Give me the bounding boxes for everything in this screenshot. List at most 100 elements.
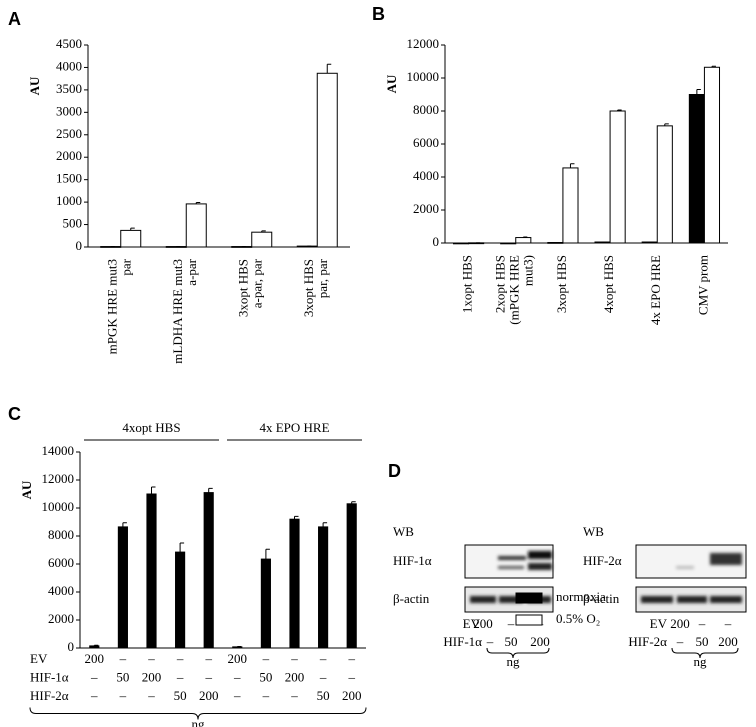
row-value: – — [347, 669, 355, 684]
row-value: – — [147, 651, 155, 666]
y-tick-label: 4000 — [48, 583, 74, 598]
brace — [486, 647, 550, 659]
x-tick-label: 4xopt HBS — [601, 255, 616, 313]
x-tick-label: mPGK HRE mut3 — [105, 259, 120, 354]
blot-label: WB — [393, 524, 414, 539]
row-value: – — [119, 688, 127, 703]
treatment-label: EV — [650, 616, 668, 631]
group-label: 4xopt HBS — [122, 420, 180, 435]
row-value: – — [262, 651, 270, 666]
row-value: – — [347, 651, 355, 666]
bar — [117, 526, 128, 649]
error-bar — [569, 163, 575, 168]
x-tick-label: a-par — [184, 258, 199, 285]
row-value: 50 — [116, 669, 129, 684]
row-value: 200 — [285, 669, 305, 684]
row-label: EV — [30, 651, 48, 666]
y-tick-label: 0 — [68, 639, 75, 654]
y-tick-label: 4000 — [56, 58, 82, 73]
y-tick-label: 2000 — [413, 201, 439, 216]
treatment-value: 200 — [670, 616, 690, 631]
y-tick-label: 6000 — [413, 135, 439, 150]
x-tick-label: 1xopt HBS — [460, 255, 475, 313]
row-label: HIF-2α — [30, 688, 69, 703]
row-value: – — [204, 669, 212, 684]
x-tick-label: mut3) — [521, 255, 536, 286]
row-value: 50 — [317, 688, 330, 703]
panel-letter: C — [8, 404, 21, 424]
brace — [29, 707, 367, 720]
treatment-value: 200 — [718, 634, 738, 649]
error-bar — [664, 123, 669, 126]
x-tick-label: (mPGK HRE — [507, 255, 522, 325]
row-value: – — [290, 651, 298, 666]
treatment-label: EV — [463, 616, 481, 631]
error-bar — [261, 230, 266, 233]
bar — [688, 94, 705, 244]
row-value: – — [290, 688, 298, 703]
y-tick-label: 12000 — [42, 471, 75, 486]
row-value: 200 — [85, 651, 105, 666]
y-axis-label: AU — [19, 480, 34, 499]
error-bar — [265, 548, 270, 560]
legend-label: normoxia — [556, 589, 606, 604]
row-value: 200 — [142, 669, 162, 684]
y-axis-label: AU — [27, 76, 42, 95]
y-tick-label: 4000 — [413, 168, 439, 183]
row-value: – — [119, 651, 127, 666]
blot: WB HIF-1α β-actin EV HIF-1α 200 – – – 50… — [393, 524, 554, 669]
row-value: – — [147, 688, 155, 703]
x-tick-label: 3xopt HBS — [554, 255, 569, 313]
treatment-label: HIF-2α — [628, 634, 667, 649]
error-bar — [195, 202, 201, 204]
bar — [316, 72, 338, 248]
row-value: 50 — [174, 688, 187, 703]
row-value: – — [262, 688, 270, 703]
y-tick-label: 500 — [63, 216, 83, 231]
legend-swatch — [515, 592, 543, 604]
row-value: – — [176, 651, 184, 666]
treatment-value: – — [724, 616, 732, 631]
y-tick-label: 10000 — [42, 499, 75, 514]
blot-box — [464, 544, 554, 579]
bar — [515, 237, 532, 244]
bar — [289, 518, 300, 649]
treatment-value: – — [486, 634, 494, 649]
panel-letter: B — [372, 4, 385, 24]
x-tick-label: CMV prom — [695, 255, 710, 315]
row-label: HIF-1α — [30, 669, 69, 684]
bar — [251, 231, 273, 248]
y-tick-label: 2000 — [56, 148, 82, 163]
bar — [89, 645, 100, 649]
y-axis-label: AU — [384, 74, 399, 93]
error-bar — [322, 522, 328, 527]
error-bar — [208, 487, 213, 493]
treatment-value: 50 — [696, 634, 709, 649]
row-value: – — [90, 688, 98, 703]
error-bar — [696, 89, 701, 95]
bar — [203, 492, 214, 649]
error-bar — [351, 501, 356, 504]
panel-letter: A — [8, 9, 21, 29]
brace — [671, 647, 739, 659]
bar — [120, 229, 142, 248]
y-tick-label: 14000 — [42, 443, 75, 458]
bar — [260, 558, 271, 649]
y-tick-label: 8000 — [413, 102, 439, 117]
group-label: 4x EPO HRE — [259, 420, 329, 435]
treatment-value: 200 — [530, 634, 550, 649]
row-value: 50 — [259, 669, 272, 684]
bar — [185, 203, 207, 248]
y-tick-label: 4500 — [56, 36, 82, 51]
y-tick-label: 6000 — [48, 555, 74, 570]
bar — [146, 493, 157, 649]
treatment-value: – — [676, 634, 684, 649]
error-bar — [130, 227, 135, 231]
y-tick-label: 3000 — [56, 103, 82, 118]
treatment-value: 200 — [473, 616, 493, 631]
y-tick-label: 10000 — [407, 69, 440, 84]
y-tick-label: 2000 — [48, 611, 74, 626]
row-value: 200 — [228, 651, 248, 666]
row-value: – — [233, 669, 241, 684]
